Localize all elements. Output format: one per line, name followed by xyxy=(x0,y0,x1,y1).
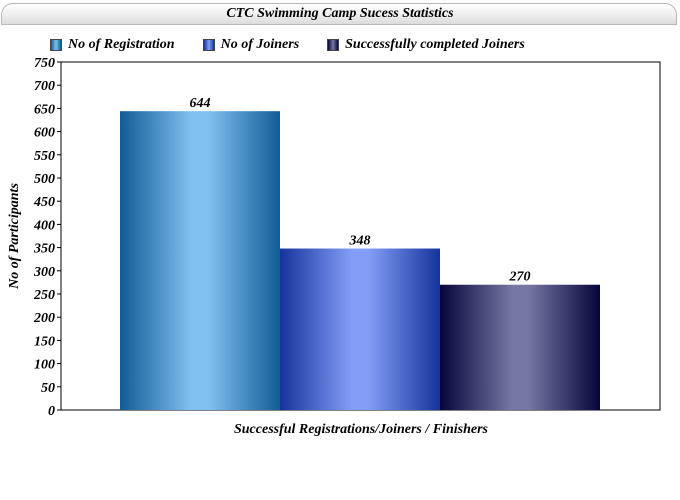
y-tick-label: 400 xyxy=(33,218,55,233)
y-tick-label: 700 xyxy=(34,79,55,94)
y-tick-label: 150 xyxy=(34,334,55,349)
legend-item-completed: Successfully completed Joiners xyxy=(327,37,525,53)
y-tick-label: 750 xyxy=(34,56,55,71)
legend-label-completed: Successfully completed Joiners xyxy=(345,37,525,52)
legend-item-registration: No of Registration xyxy=(50,37,175,53)
bar-registration xyxy=(120,111,280,411)
y-tick-label: 50 xyxy=(41,381,55,396)
y-tick-label: 550 xyxy=(34,149,55,164)
legend-swatch-joiners xyxy=(202,39,215,51)
y-tick-label: 200 xyxy=(33,311,55,326)
y-tick-label: 250 xyxy=(33,288,55,303)
y-axis-label: No of Participants xyxy=(7,183,22,290)
legend-item-joiners: No of Joiners xyxy=(202,37,300,53)
x-axis-label: Successful Registrations/Joiners / Finis… xyxy=(234,422,489,437)
chart-title: CTC Swimming Camp Sucess Statistics xyxy=(226,6,454,21)
legend-label-registration: No of Registration xyxy=(68,37,175,52)
y-tick-label: 450 xyxy=(33,195,55,210)
y-tick-label: 600 xyxy=(34,126,55,141)
y-tick-label: 100 xyxy=(34,358,55,373)
bar-joiners xyxy=(280,248,440,410)
data-label-joiners: 348 xyxy=(349,234,371,249)
legend-label-joiners: No of Joiners xyxy=(220,37,300,52)
y-tick-label: 300 xyxy=(33,265,55,280)
data-label-registration: 644 xyxy=(190,96,211,111)
bar-completed xyxy=(440,284,600,410)
title-bar xyxy=(1,3,677,25)
y-tick-label: 0 xyxy=(48,404,55,419)
legend-swatch-completed xyxy=(327,39,340,51)
legend: No of Registration No of Joiners Success… xyxy=(50,36,553,54)
y-tick-label: 650 xyxy=(34,102,55,117)
y-tick-label: 350 xyxy=(33,242,55,257)
y-tick-label: 500 xyxy=(34,172,55,187)
legend-swatch-registration xyxy=(50,39,62,51)
data-label-completed: 270 xyxy=(509,270,531,285)
